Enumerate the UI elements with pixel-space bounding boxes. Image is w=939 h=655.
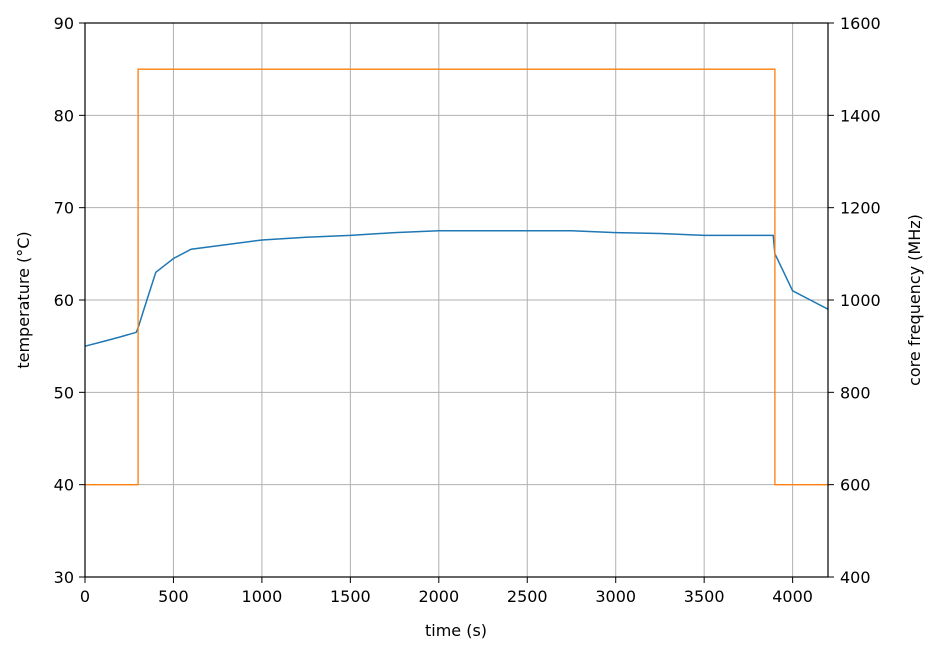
series-layer: [84, 68, 829, 486]
x-tick-label: 1000: [242, 587, 283, 606]
left-y-tick-label: 40: [54, 476, 74, 495]
left-y-axis-label: temperature (°C): [14, 231, 33, 368]
right-y-tick-label: 1600: [840, 14, 881, 33]
x-tick-label: 2500: [507, 587, 548, 606]
x-tick-label: 500: [158, 587, 189, 606]
grid: [84, 22, 828, 578]
right-y-tick-label: 1200: [840, 199, 881, 218]
x-axis-label: time (s): [425, 621, 487, 640]
left-y-tick-label: 60: [54, 291, 74, 310]
x-tick-label: 1500: [330, 587, 371, 606]
right-y-tick-label: 1400: [840, 106, 881, 125]
left-y-tick-label: 70: [54, 199, 74, 218]
right-y-tick-label: 400: [840, 568, 871, 587]
left-y-tick-label: 30: [54, 568, 74, 587]
right-y-tick-label: 1000: [840, 291, 881, 310]
right-y-tick-label: 600: [840, 476, 871, 495]
ticks: 0 500 1000 1500 2000 2500 3000 3500 4000 30 40 50 60…: [54, 14, 881, 606]
x-tick-label: 3000: [595, 587, 636, 606]
x-tick-label: 2000: [418, 587, 459, 606]
left-y-tick-label: 50: [54, 383, 74, 402]
right-y-tick-label: 800: [840, 383, 871, 402]
frequency-series-line: [85, 68, 828, 486]
x-tick-label: 4000: [772, 587, 813, 606]
left-y-tick-label: 80: [54, 106, 74, 125]
x-tick-label: 0: [80, 587, 90, 606]
temperature-series-line: [84, 230, 829, 347]
x-tick-label: 3500: [684, 587, 725, 606]
right-y-axis-label: core frequency (MHz): [905, 214, 924, 386]
left-y-tick-label: 90: [54, 14, 74, 33]
